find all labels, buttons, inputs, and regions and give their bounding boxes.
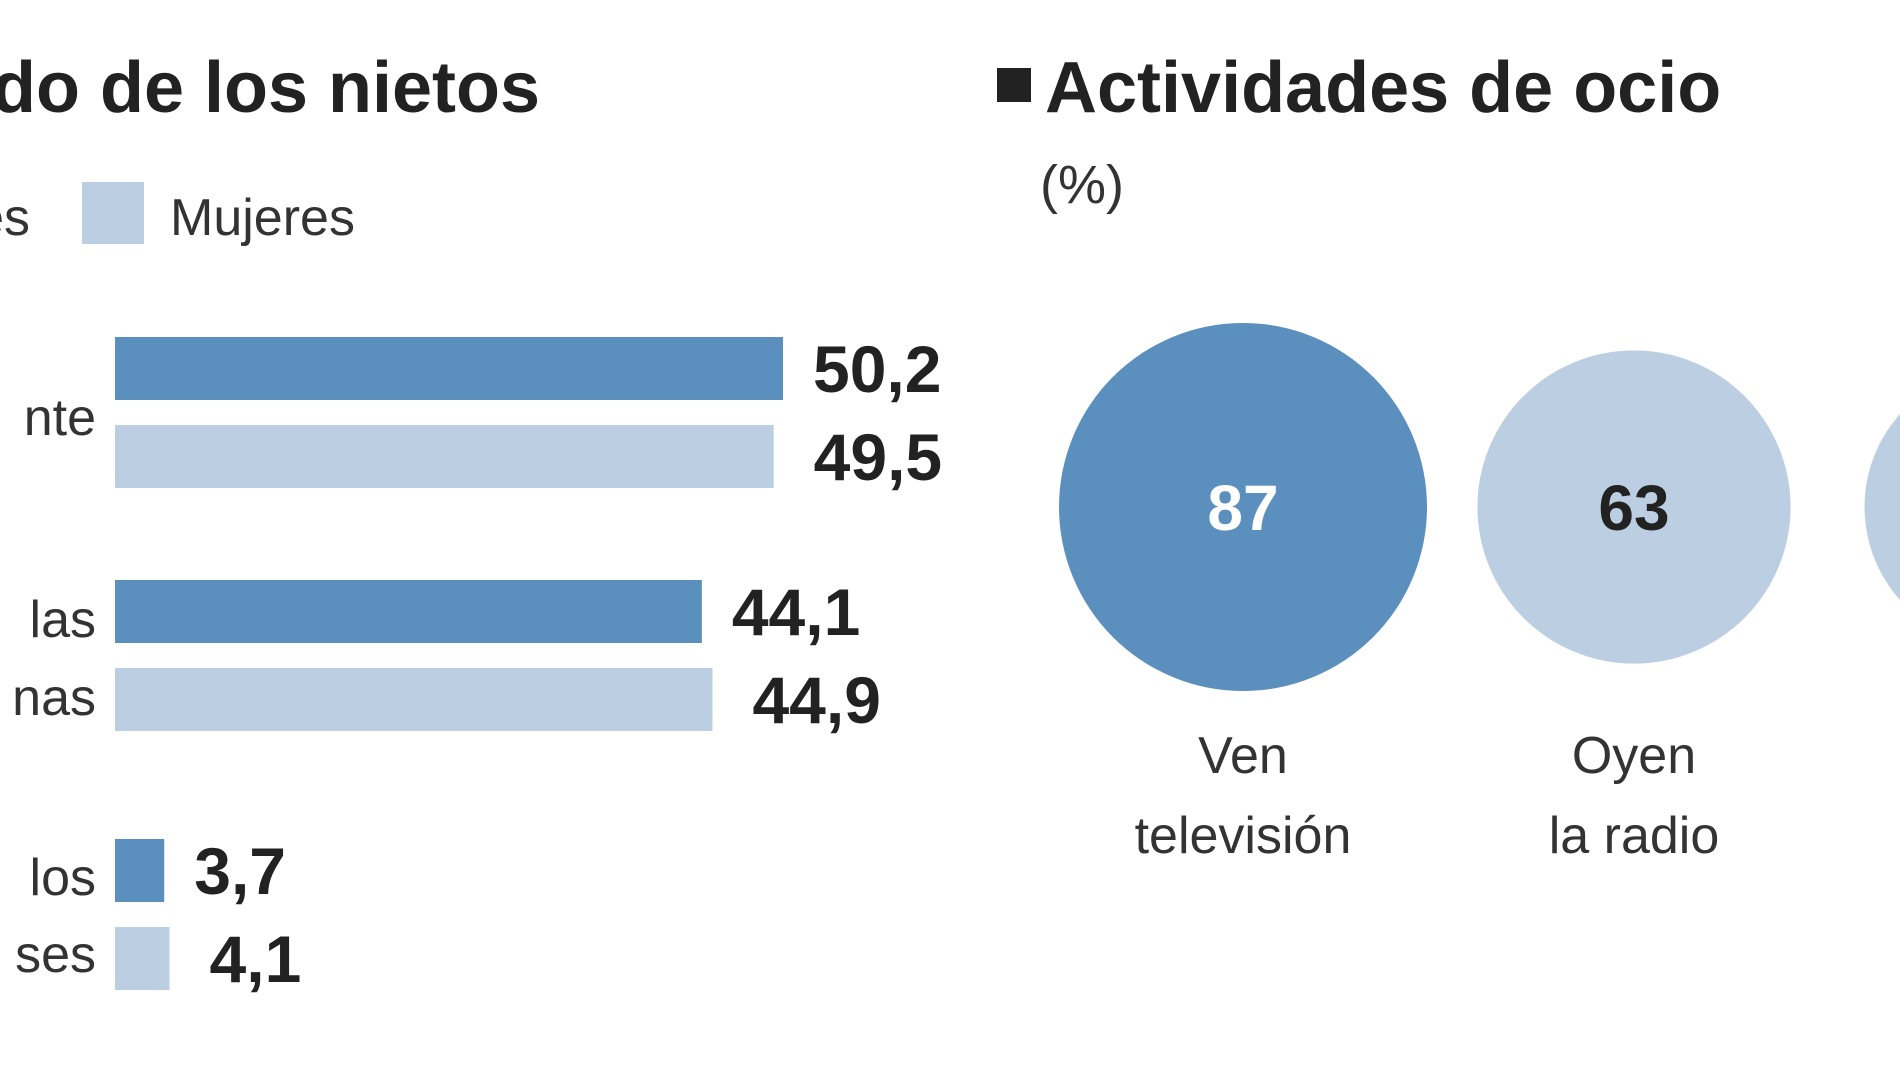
legend-swatch-mujeres <box>82 182 144 244</box>
bar-value-label: 44,9 <box>752 663 880 737</box>
category-label: ses <box>15 926 96 984</box>
bar-value-label: 50,2 <box>813 332 941 406</box>
bubble <box>1059 323 1427 691</box>
bubble-chart-title: Actividades de ocio <box>1045 48 1721 128</box>
bubble-caption: Oyen <box>1572 727 1696 785</box>
bubble <box>1477 350 1791 664</box>
bubble-caption: la radio <box>1549 807 1720 865</box>
legend-label-hombres: es <box>0 189 30 247</box>
bubble-chart-unit: (%) <box>1040 155 1124 215</box>
category-label: nte <box>24 389 96 447</box>
bar-mujeres <box>115 425 774 488</box>
bar-mujeres <box>115 668 713 731</box>
bar-mujeres <box>115 927 170 990</box>
bar-value-label: 44,1 <box>732 575 860 649</box>
legend-label-mujeres: Mujeres <box>170 189 355 247</box>
bar-hombres <box>115 839 165 902</box>
category-label: las <box>30 591 96 649</box>
bar-hombres <box>115 580 702 643</box>
bar-value-label: 3,7 <box>194 834 286 908</box>
bar-value-label: 49,5 <box>814 420 942 494</box>
bar-chart-title: do de los nietos <box>0 48 540 128</box>
bar-hombres <box>115 337 783 400</box>
bubble <box>1864 414 1900 600</box>
bubble-caption: televisión <box>1135 807 1352 865</box>
bar-group: nte 50,2 49,5 las nas 44,1 44,9 los ses 3,7 4,1 <box>12 332 942 996</box>
category-label: nas <box>12 669 96 727</box>
title-square-icon <box>997 68 1031 102</box>
bubble-value-label: 63 <box>1598 472 1669 544</box>
bubble-value-label: 87 <box>1207 472 1278 544</box>
bubble-caption: Ven <box>1198 727 1288 785</box>
category-label: los <box>30 849 96 907</box>
bar-value-label: 4,1 <box>210 922 302 996</box>
